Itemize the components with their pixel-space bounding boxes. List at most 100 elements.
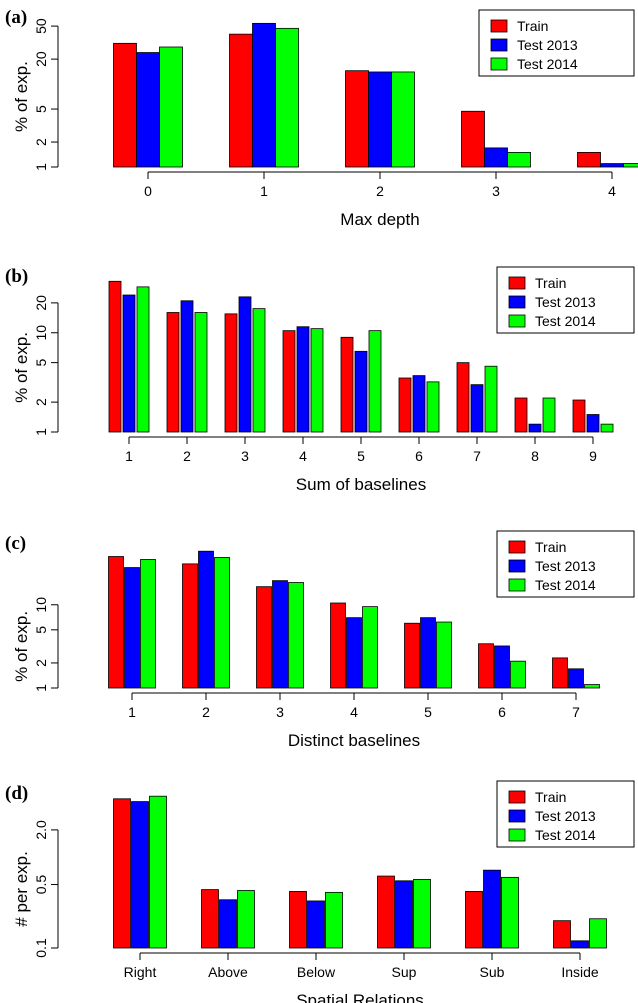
bar-9-train — [572, 399, 586, 433]
x-tick-label: 2 — [202, 704, 210, 720]
x-tick-label: Below — [297, 964, 336, 980]
y-tick-label: 5 — [33, 626, 49, 634]
bar-2-test-2014 — [214, 557, 230, 689]
bar-4-train — [330, 602, 346, 689]
bar-8-test-2014 — [542, 397, 556, 433]
y-tick-label: 2 — [33, 398, 49, 406]
bar-0-test-2013 — [136, 52, 160, 168]
x-axis-title: Sum of baselines — [296, 475, 426, 494]
y-tick-label: 2 — [33, 659, 49, 667]
y-axis-title: % of exp. — [12, 61, 31, 132]
x-tick-label: 6 — [415, 448, 423, 464]
legend-label: Test 2014 — [535, 577, 596, 593]
bar-5-test-2014 — [368, 330, 382, 433]
x-tick-label: 8 — [531, 448, 539, 464]
x-tick-label: 2 — [183, 448, 191, 464]
bar-3-test-2013 — [484, 147, 508, 168]
bar-below-test-2013 — [307, 900, 325, 949]
panel-label: (c) — [5, 533, 26, 554]
legend: Train Test 2013 Test 2014 — [478, 9, 635, 77]
bar-7-train — [456, 362, 470, 433]
bar-sub-test-2014 — [501, 876, 519, 949]
bar-above-test-2014 — [237, 890, 255, 949]
bar-2-train — [166, 312, 180, 433]
y-tick-label: 0.1 — [33, 938, 49, 958]
bar-0-test-2014 — [159, 46, 183, 168]
bar-6-test-2013 — [494, 645, 510, 689]
x-tick-label: 4 — [350, 704, 358, 720]
y-tick-label: 1 — [33, 428, 49, 436]
legend-label: Test 2014 — [517, 56, 578, 72]
bar-1-train — [229, 33, 253, 168]
panel-label: (b) — [5, 266, 28, 287]
bar-1-test-2013 — [122, 294, 136, 433]
x-tick-label: 7 — [473, 448, 481, 464]
bar-4-train — [577, 151, 601, 168]
legend-swatch — [508, 559, 526, 573]
chart-panel-d: (d) 0.1 0.5 2.0# per exp. Right Above Below Sup… — [5, 780, 635, 1003]
legend-swatch — [508, 540, 526, 554]
bar-3-train — [224, 313, 238, 433]
x-tick-label: 2 — [376, 183, 384, 199]
x-tick-label: 7 — [572, 704, 580, 720]
x-tick-label: Sub — [480, 964, 505, 980]
bar-sup-train — [377, 875, 395, 949]
legend-label: Test 2013 — [535, 558, 596, 574]
bar-4-test-2013 — [346, 617, 362, 689]
bar-9-test-2014 — [600, 423, 614, 433]
bar-1-test-2013 — [252, 22, 276, 168]
bar-6-train — [478, 643, 494, 689]
x-axis-title: Max depth — [340, 210, 419, 229]
bar-7-train — [552, 657, 568, 689]
legend: Train Test 2013 Test 2014 — [496, 530, 635, 598]
y-tick-label: 5 — [33, 105, 49, 113]
legend-swatch — [490, 57, 508, 71]
bar-6-test-2014 — [510, 660, 526, 689]
bar-3-train — [256, 586, 272, 689]
x-tick-label: 6 — [498, 704, 506, 720]
bar-2-test-2013 — [198, 550, 214, 689]
legend-label: Test 2014 — [535, 827, 596, 843]
bar-5-train — [404, 622, 420, 689]
y-tick-label: 1 — [33, 163, 49, 171]
bar-above-test-2013 — [219, 899, 237, 949]
legend-label: Train — [535, 789, 566, 805]
bar-right-test-2013 — [131, 801, 149, 949]
bar-6-test-2014 — [426, 381, 440, 433]
x-tick-label: 5 — [424, 704, 432, 720]
legend-swatch — [508, 295, 526, 309]
y-tick-label: 10 — [33, 597, 49, 613]
bar-3-test-2014 — [507, 151, 531, 168]
bar-2-test-2013 — [180, 300, 194, 433]
y-tick-label: 20 — [33, 295, 49, 311]
bar-sub-train — [465, 891, 483, 949]
y-tick-label: 5 — [33, 359, 49, 367]
x-tick-label: 4 — [299, 448, 307, 464]
x-tick-label: Inside — [561, 964, 599, 980]
bar-inside-train — [553, 920, 571, 949]
bar-sup-test-2014 — [413, 878, 431, 949]
y-tick-label: 2 — [33, 138, 49, 146]
y-axis-title: % of exp. — [12, 611, 31, 682]
legend-swatch — [508, 809, 526, 823]
legend-swatch — [508, 790, 526, 804]
bar-2-test-2013 — [368, 71, 392, 168]
bar-below-train — [289, 891, 307, 949]
legend-label: Test 2013 — [535, 294, 596, 310]
panel-label: (d) — [5, 783, 28, 804]
x-tick-label: 0 — [144, 183, 152, 199]
bar-below-test-2014 — [325, 891, 343, 949]
bar-6-train — [398, 377, 412, 433]
legend-label: Test 2013 — [517, 37, 578, 53]
legend: Train Test 2013 Test 2014 — [496, 780, 635, 848]
bar-2-test-2014 — [391, 71, 415, 168]
legend-swatch — [490, 38, 508, 52]
legend-label: Train — [517, 18, 548, 34]
bar-sup-test-2013 — [395, 880, 413, 949]
bar-inside-test-2013 — [571, 940, 589, 949]
legend-label: Train — [535, 539, 566, 555]
bar-9-test-2013 — [586, 414, 600, 433]
bar-7-test-2013 — [470, 384, 484, 433]
x-tick-label: 3 — [492, 183, 500, 199]
